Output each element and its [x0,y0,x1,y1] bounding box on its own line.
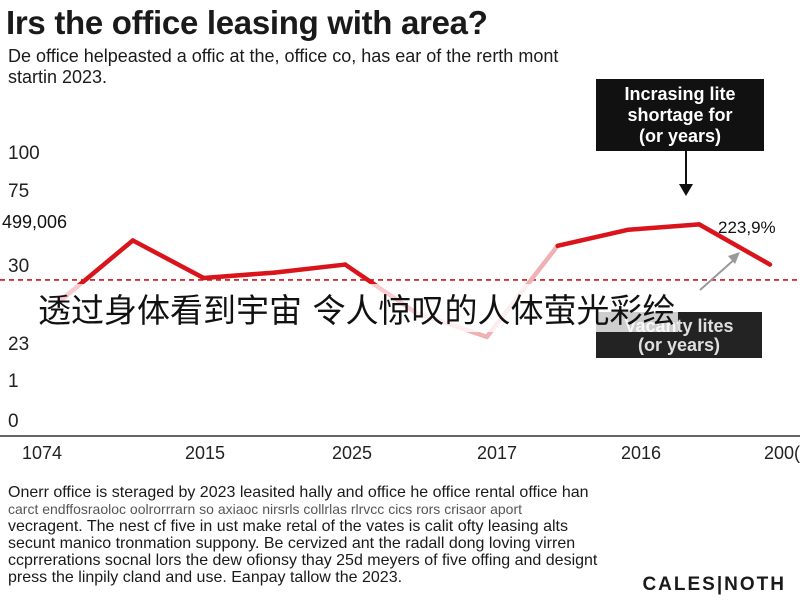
callout-arrow-head [679,184,693,196]
point-label: 223,9% [718,218,776,237]
series-segment [555,227,631,249]
x-tick-label: 2017 [477,443,517,463]
y-tick-label: 30 [8,256,29,277]
overlay-caption: 透过身体看到宇宙 令人惊叹的人体萤光彩绘 [36,284,678,332]
series-segment [130,238,206,281]
subtitle-line-1: De office helpeasted a offic at the, off… [8,46,559,66]
subtitle-line-2: startin 2023. [8,67,108,87]
x-tick-label: 2015 [185,443,225,463]
body-line-2: carct endffosraoloc oolrorrrarn so axiao… [8,501,523,517]
callout-arrow-line-2 [699,257,737,291]
callout-top: Incrasing lite shortage for (or years) [596,79,764,151]
series-segment [626,222,702,232]
y-tick-label: 1 [8,371,19,392]
y-tick-label: 75 [8,181,29,202]
x-tick-label: 200( [764,443,800,463]
body-line-5: ccprrerations socnal lors the dew ofions… [8,552,598,569]
reference-line-label: 499,006 [2,212,67,232]
body-line-3: vecragent. The nest cf five in ust make … [8,518,568,535]
series-segment [201,270,277,281]
reference-group: 499,006 [0,212,800,281]
x-tick-label: 1074 [22,443,62,463]
chart-title: Irs the office leasing with area? [6,4,488,41]
series-segment [272,262,348,275]
brand-logo-text: CALES|NOTH [642,574,786,595]
x-tick-label: 2016 [621,443,661,463]
x-tick-label: 2025 [332,443,372,463]
y-tick-label: 0 [8,411,19,432]
y-tick-label: 100 [8,143,40,164]
body-line-4: secunt manico tronmation suppony. Be cer… [8,535,576,552]
body-paragraph: Onerr office is steraged by 2023 leasite… [8,484,788,586]
chart-subtitle: De office helpeasted a offic at the, off… [8,46,558,88]
body-line-6: press the linpily cland and use. Eanpay … [8,569,403,586]
callout-arrow-head-2 [728,252,740,264]
series-segment [696,222,773,267]
body-line-1: Onerr office is steraged by 2023 leasite… [8,484,589,501]
labels-group: 223,9% [679,151,776,291]
y-tick-label: 23 [8,334,29,355]
